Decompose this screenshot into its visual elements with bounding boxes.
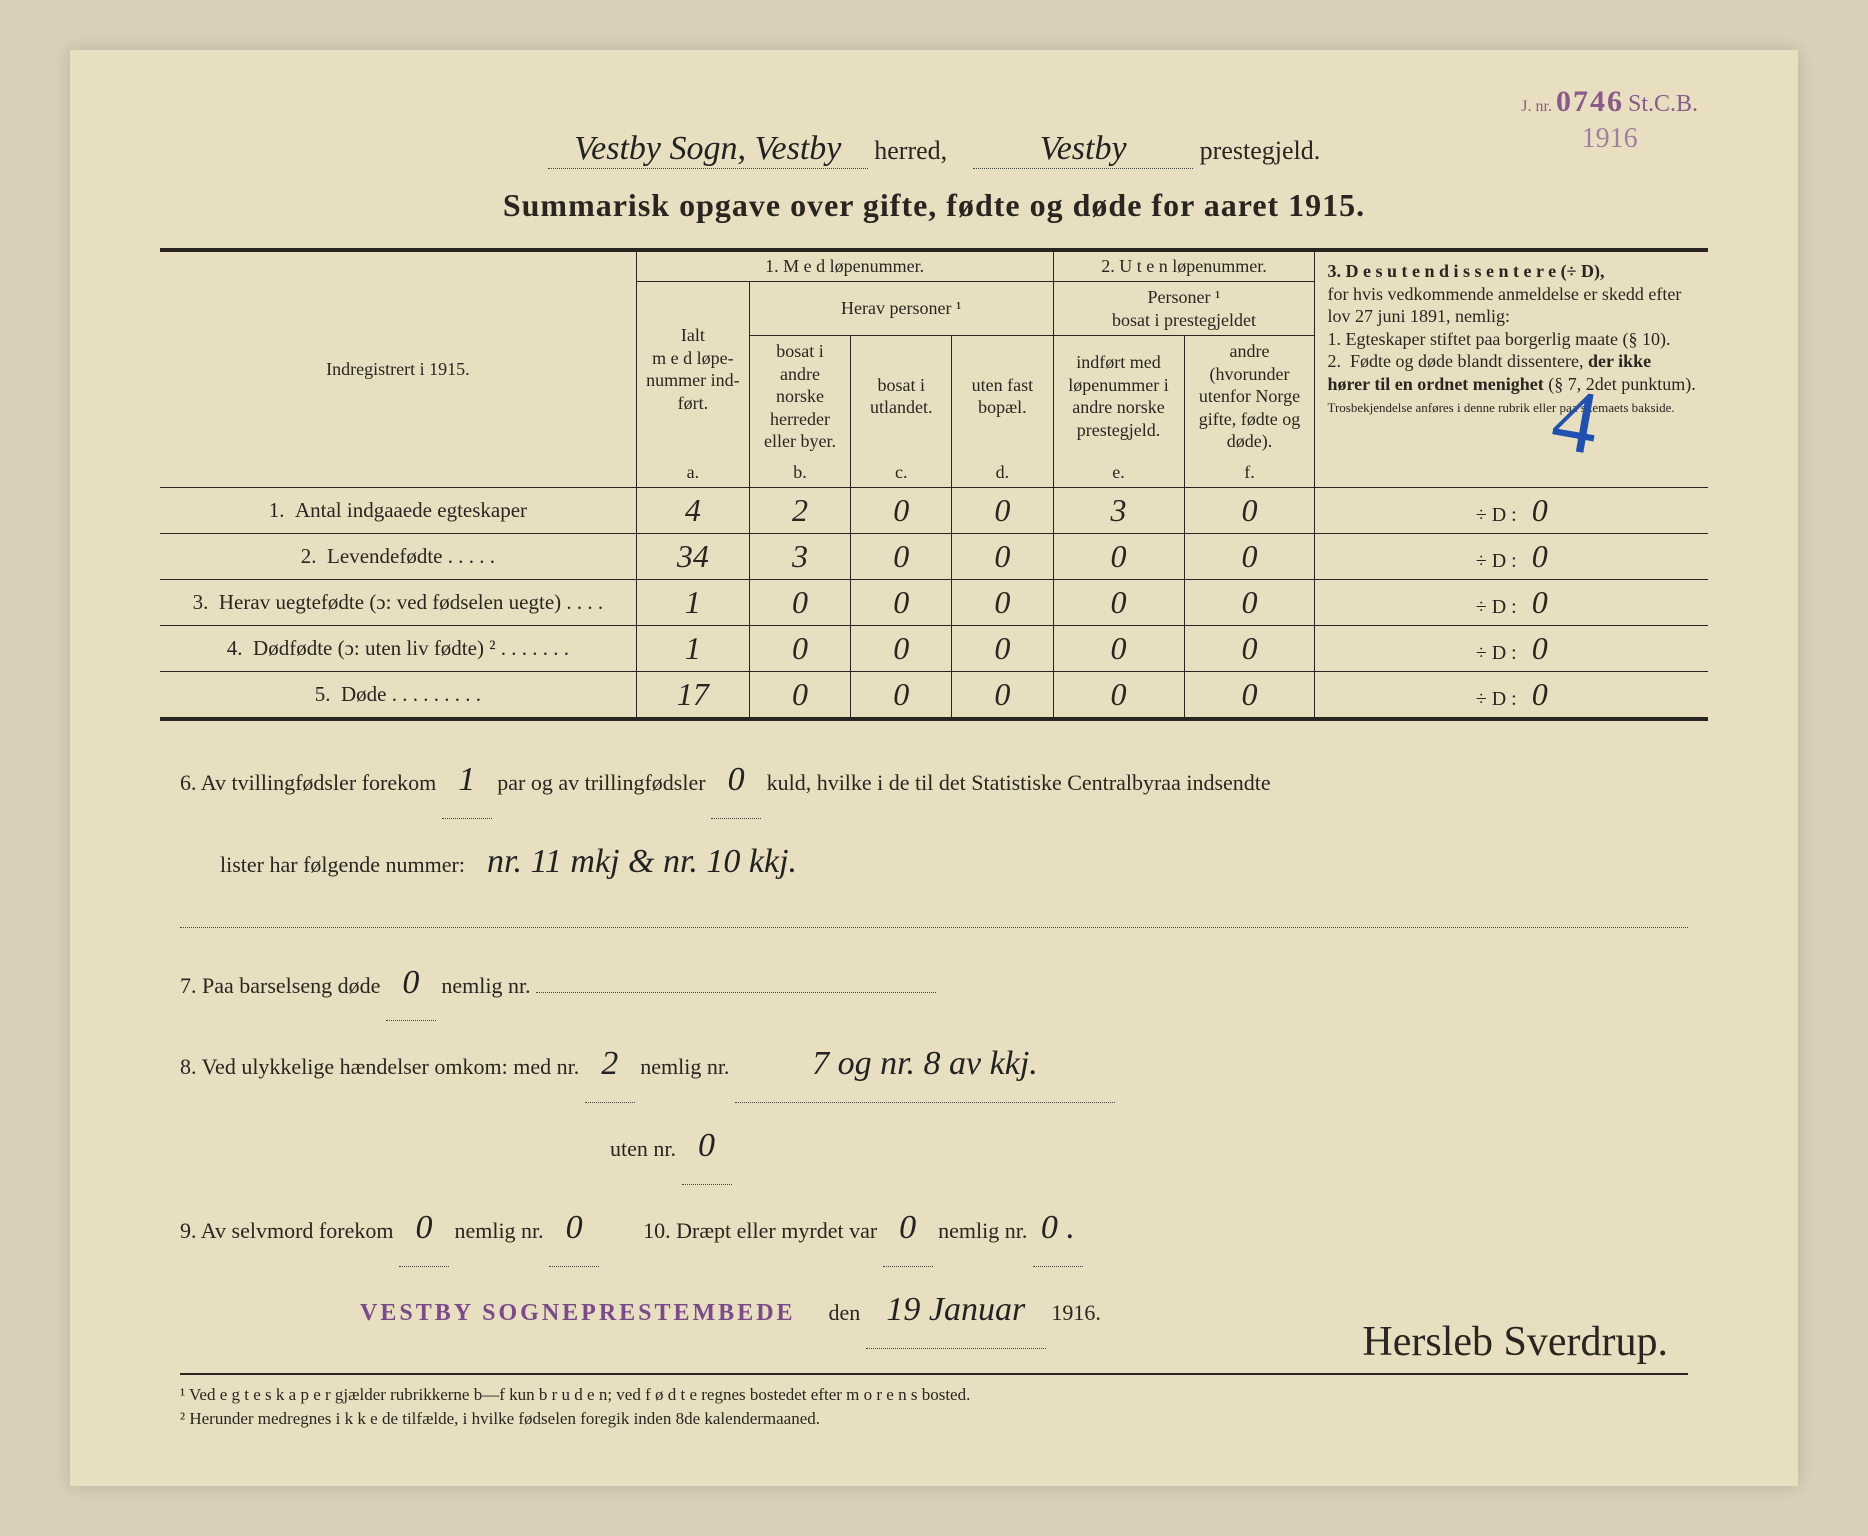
col-c: bosat i utlandet. xyxy=(851,336,952,457)
jnr-label: J. nr. xyxy=(1521,98,1552,115)
line-6: 6. Av tvillingfødsler forekom 1 par og a… xyxy=(180,743,1688,819)
table-row: 3. Herav uegtefødte (ɔ: ved fødselen ueg… xyxy=(160,580,1708,626)
footnotes: ¹ Ved e g t e s k a p e r gjælder rubrik… xyxy=(180,1373,1688,1431)
summary-table: Indregistrert i 1915. 1. M e d løpenumme… xyxy=(160,248,1708,721)
document-page: J. nr. 0746 St.C.B. 1916 4 Vestby Sogn, … xyxy=(70,50,1798,1486)
letter-e: e. xyxy=(1053,457,1184,488)
col-indreg: Indregistrert i 1915. xyxy=(160,250,636,488)
herred-label: herred, xyxy=(874,136,947,165)
header-line: Vestby Sogn, Vestby herred, Vestby prest… xyxy=(160,130,1708,169)
col-herav: Herav personer ¹ xyxy=(749,282,1053,336)
col-e: indført med løpenummer i andre norske pr… xyxy=(1053,336,1184,457)
col-f: andre (hvorunder utenfor Norge gifte, fø… xyxy=(1184,336,1315,457)
footnote-1: ¹ Ved e g t e s k a p e r gjælder rubrik… xyxy=(180,1383,1688,1407)
letter-a: a. xyxy=(636,457,749,488)
jnr-number: 0746 xyxy=(1556,85,1624,118)
col-ialt: Ialt m e d løpe-nummer ind-ført. xyxy=(636,282,749,457)
line-9-10: 9. Av selvmord forekom 0 nemlig nr. 0 10… xyxy=(180,1191,1688,1267)
line-6b: lister har følgende nummer: nr. 11 mkj &… xyxy=(180,825,1688,900)
lower-text-block: 6. Av tvillingfødsler forekom 1 par og a… xyxy=(160,743,1708,1349)
table-row: 2. Levendefødte . . . . . 34 3 0 0 0 0 ÷… xyxy=(160,534,1708,580)
letter-c: c. xyxy=(851,457,952,488)
prestegjeld-value: Vestby xyxy=(973,130,1193,169)
prestegjeld-label: prestegjeld. xyxy=(1200,136,1321,165)
table-row: 4. Dødfødte (ɔ: uten liv fødte) ² . . . … xyxy=(160,626,1708,672)
table-row: 1. Antal indgaaede egteskaper 4 2 0 0 3 … xyxy=(160,488,1708,534)
section-3-header: 3. D e s u t e n d i s s e n t e r e (÷ … xyxy=(1315,250,1708,488)
col-personer: Personer ¹ bosat i prestegjeldet xyxy=(1053,282,1315,336)
line-8b: uten nr. 0 xyxy=(180,1109,1688,1185)
letter-b: b. xyxy=(749,457,850,488)
dotted-rule xyxy=(180,908,1688,928)
line-8: 8. Ved ulykkelige hændelser omkom: med n… xyxy=(180,1027,1688,1103)
office-stamp: VESTBY SOGNEPRESTEMBEDE xyxy=(360,1300,796,1326)
col-d: uten fast bopæl. xyxy=(952,336,1053,457)
signature: Hersleb Sverdrup. xyxy=(1362,1318,1668,1366)
stamp-year: 1916 xyxy=(1521,123,1698,155)
col-b: bosat i andre norske herreder eller byer… xyxy=(749,336,850,457)
letter-d: d. xyxy=(952,457,1053,488)
document-title: Summarisk opgave over gifte, fødte og dø… xyxy=(160,187,1708,224)
section-2-header: 2. U t e n løpenummer. xyxy=(1053,250,1315,282)
line-7: 7. Paa barselseng døde 0 nemlig nr. xyxy=(180,946,1688,1022)
letter-f: f. xyxy=(1184,457,1315,488)
section-1-header: 1. M e d løpenummer. xyxy=(636,250,1053,282)
stcb-label: St.C.B. xyxy=(1628,91,1698,117)
sogn-value: Vestby Sogn, Vestby xyxy=(548,130,868,169)
reference-stamp: J. nr. 0746 St.C.B. 1916 xyxy=(1521,85,1698,155)
table-row: 5. Døde . . . . . . . . . 17 0 0 0 0 0 ÷… xyxy=(160,672,1708,720)
footnote-2: ² Herunder medregnes i k k e de tilfælde… xyxy=(180,1407,1688,1431)
